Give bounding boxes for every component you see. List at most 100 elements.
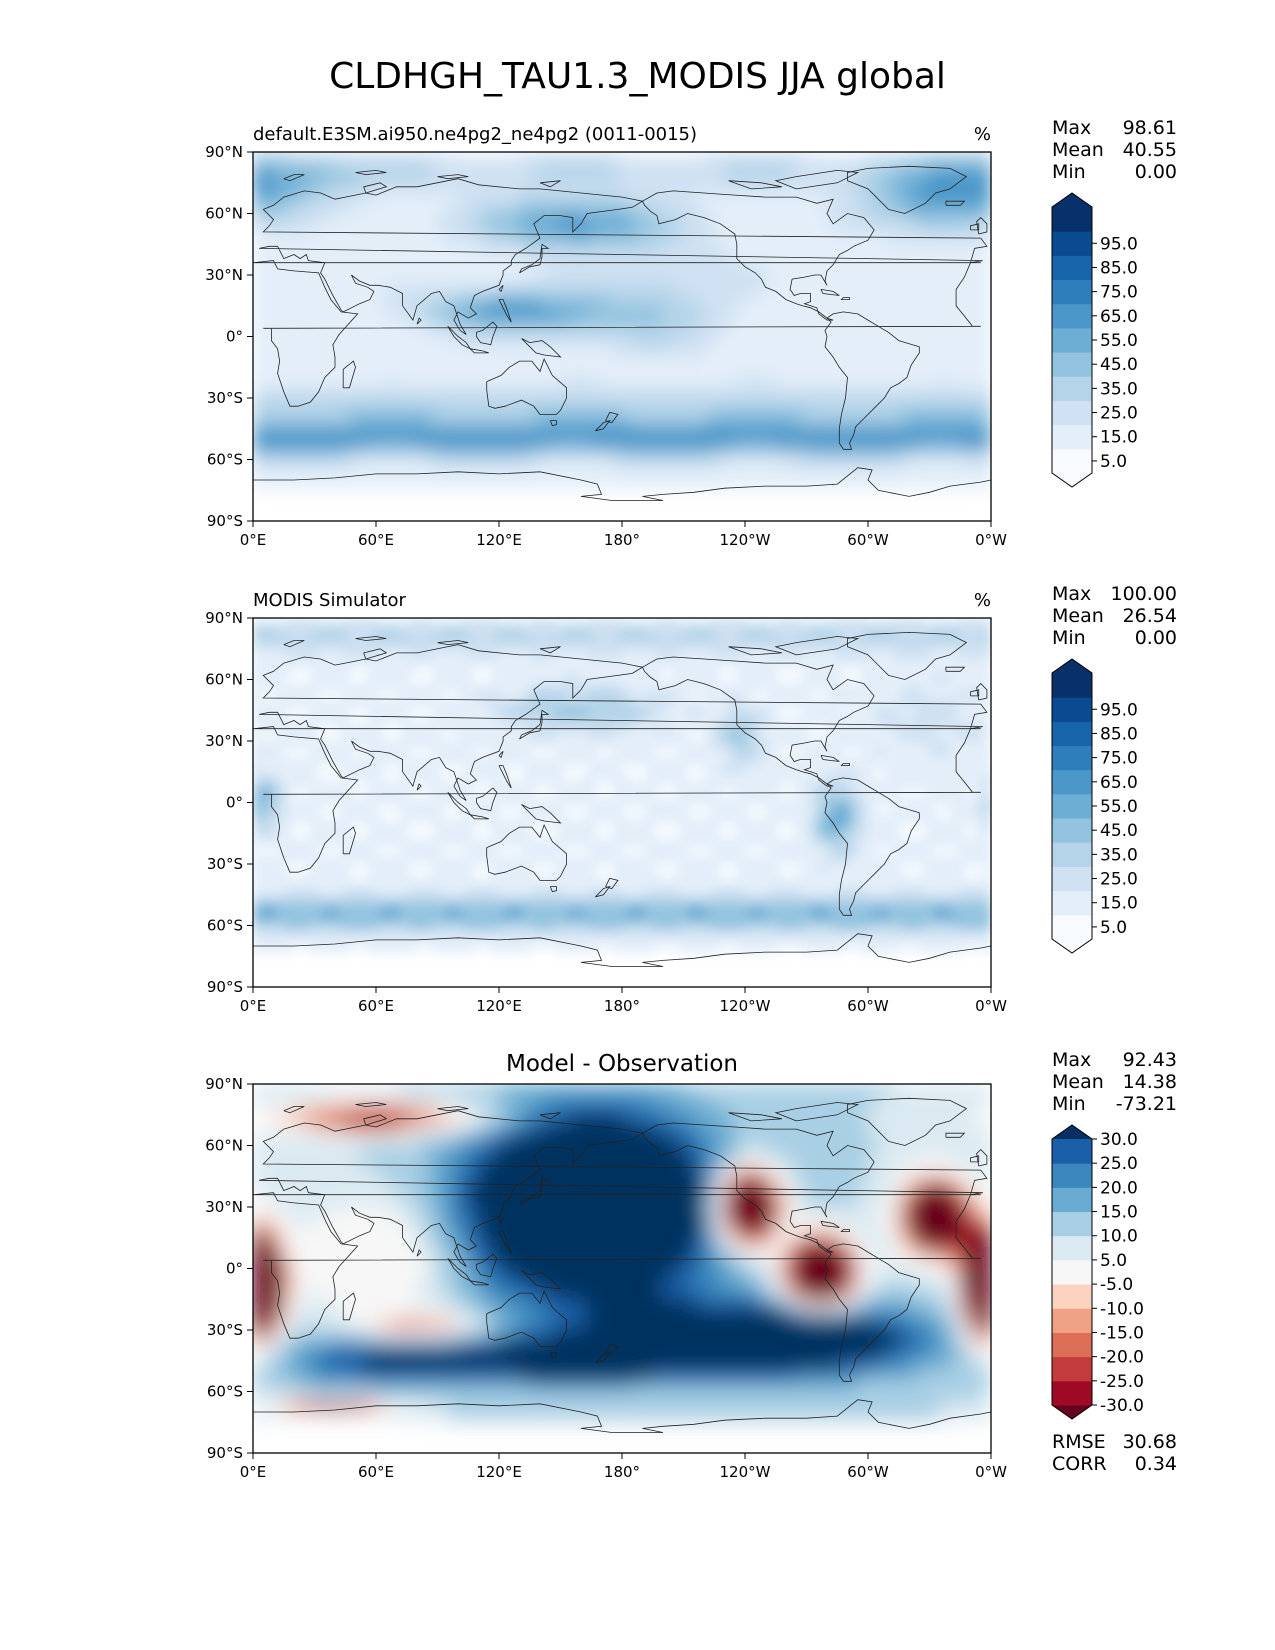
field-cell <box>724 325 736 337</box>
field-cell <box>301 806 311 816</box>
field-cell <box>949 438 961 450</box>
field-cell <box>596 691 607 701</box>
field-cell <box>293 346 305 358</box>
field-cell <box>253 879 262 890</box>
field-cell <box>613 674 623 685</box>
field-cell <box>359 765 369 775</box>
field-cell <box>531 691 541 701</box>
field-cell <box>555 970 566 980</box>
field-cell <box>457 172 469 184</box>
field-cell <box>654 847 664 857</box>
field-cell <box>590 438 602 450</box>
field-cell <box>564 789 574 799</box>
field-cell <box>631 510 643 521</box>
field-cell <box>482 830 492 840</box>
field-cell <box>253 172 264 184</box>
field-cell <box>482 888 492 898</box>
field-cell <box>424 970 434 980</box>
field-cell <box>596 822 607 832</box>
field-cell <box>301 781 311 791</box>
colorbar: 5.015.025.035.045.055.065.075.085.095.0 <box>1051 192 1138 488</box>
field-cell <box>652 336 664 348</box>
field-cell <box>283 377 295 389</box>
field-cell <box>508 428 520 440</box>
field-cell <box>426 152 438 163</box>
field-cell <box>744 428 756 440</box>
field-cell <box>498 152 510 163</box>
field-cell <box>498 213 510 225</box>
field-cell <box>416 978 426 987</box>
field-cell <box>344 459 356 471</box>
field-cell <box>253 658 262 668</box>
field-cell <box>560 346 572 358</box>
field-cell <box>806 387 818 399</box>
field-cell <box>590 407 602 419</box>
field-cell <box>580 305 592 317</box>
field-cell <box>795 418 807 430</box>
field-cell <box>605 978 615 987</box>
field-cell <box>457 489 469 501</box>
field-cell <box>826 377 838 389</box>
field-cell <box>980 377 991 389</box>
field-cell <box>795 233 807 245</box>
field-cell <box>570 172 582 184</box>
field-cell <box>580 920 590 931</box>
field-cell <box>488 295 500 307</box>
field-cell <box>400 838 410 849</box>
field-cell <box>523 674 533 685</box>
field-cell <box>959 274 971 286</box>
field-cell <box>375 937 385 947</box>
field-cell <box>432 748 443 758</box>
field-cell <box>646 683 656 693</box>
field-cell <box>613 707 623 717</box>
field-cell <box>416 871 426 881</box>
field-cell <box>611 500 623 512</box>
field-cell <box>396 387 408 399</box>
field-cell <box>519 295 531 307</box>
field-cell <box>457 855 467 865</box>
field-cell <box>642 377 654 389</box>
field-cell <box>596 814 607 824</box>
field-cell <box>572 773 582 783</box>
field-cell <box>631 366 643 378</box>
field-cell <box>888 366 900 378</box>
field-cell <box>457 748 467 758</box>
field-cell <box>449 920 459 931</box>
coastline <box>976 217 988 235</box>
field-cell <box>531 953 541 963</box>
field-cell <box>662 315 674 327</box>
field-cell <box>473 929 484 939</box>
field-cell <box>260 912 270 922</box>
field-cell <box>498 781 508 791</box>
field-cell <box>508 223 520 235</box>
field-cell <box>508 346 520 358</box>
field-cell <box>529 459 541 471</box>
field-cell <box>580 863 590 873</box>
field-cell <box>519 274 531 286</box>
field-cell <box>580 871 590 881</box>
field-cell <box>555 732 566 742</box>
field-cell <box>303 407 315 419</box>
field-cell <box>547 806 557 816</box>
field-cell <box>262 243 274 255</box>
field-cell <box>277 806 287 816</box>
field-cell <box>303 213 315 225</box>
field-cell <box>457 707 467 717</box>
field-cell <box>672 161 684 173</box>
field-cell <box>467 377 479 389</box>
field-cell <box>523 879 533 890</box>
field-cell <box>898 469 910 481</box>
field-cell <box>285 715 295 726</box>
field-cell <box>408 650 418 660</box>
field-cell <box>293 978 303 987</box>
field-cell <box>514 871 525 881</box>
field-cell <box>437 233 449 245</box>
field-cell <box>293 213 305 225</box>
field-cell <box>867 315 879 327</box>
field-cell <box>836 510 848 521</box>
field-cell <box>260 773 270 783</box>
field-cell <box>303 254 315 266</box>
field-cell <box>613 904 623 914</box>
field-cell <box>621 896 631 906</box>
field-cell <box>318 797 328 808</box>
